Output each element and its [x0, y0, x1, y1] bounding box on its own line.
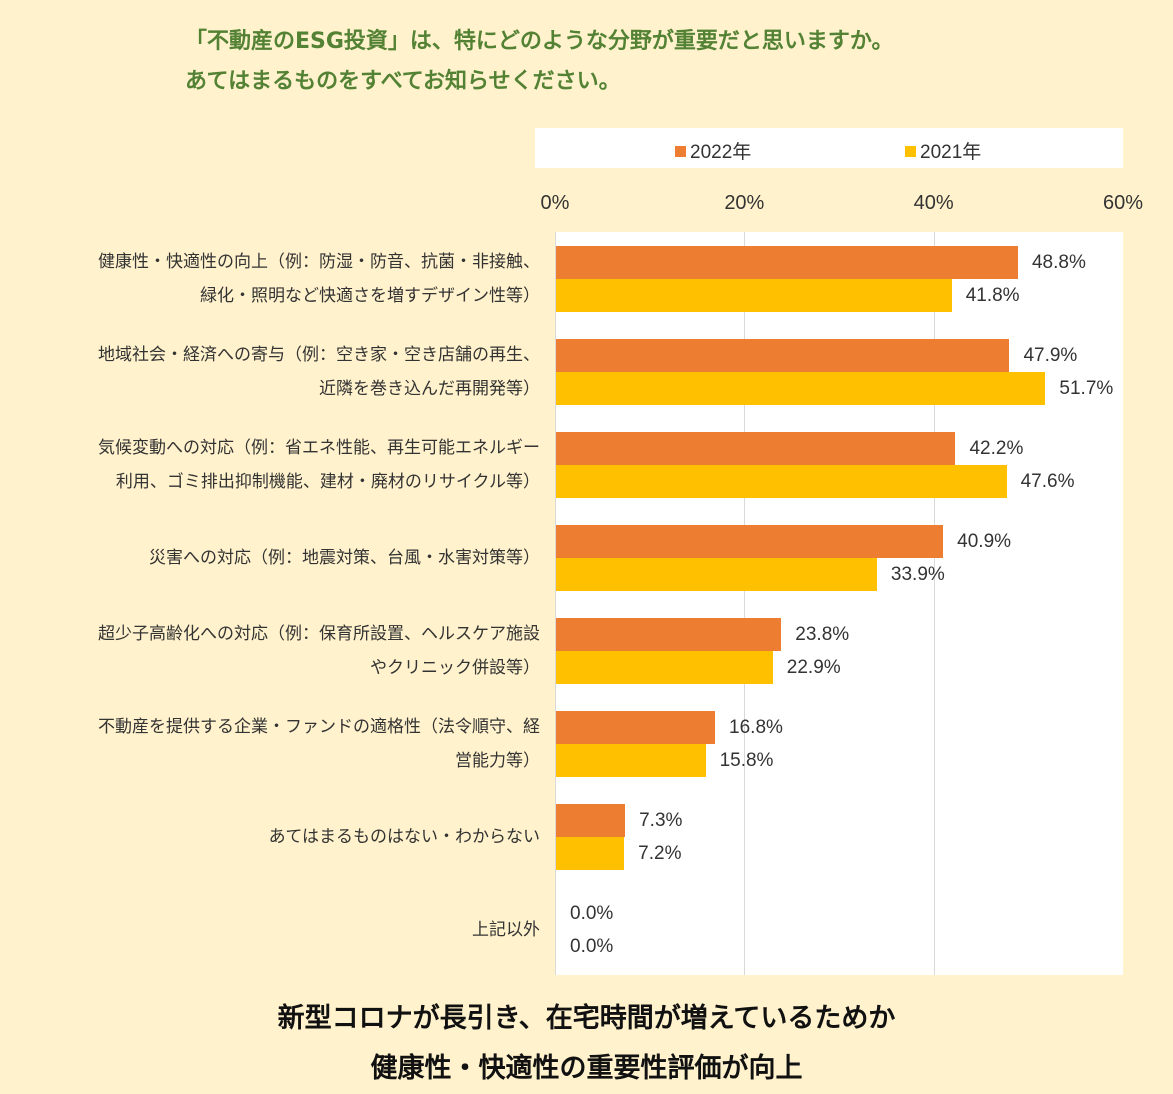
- bar-2021: [556, 372, 1046, 405]
- bar-2021: [556, 744, 706, 777]
- bar-2021: [556, 279, 952, 312]
- category-label: 地域社会・経済への寄与（例：空き家・空き店舗の再生、近隣を巻き込んだ再開発等）: [0, 338, 540, 406]
- category-label-line: 健康性・快適性の向上（例：防湿・防音、抗菌・非接触、: [98, 252, 540, 272]
- category-label-line: あてはまるものはない・わからない: [268, 827, 540, 847]
- category-label: 災害への対応（例：地震対策、台風・水害対策等）: [0, 541, 540, 575]
- x-tick-label: 40%: [913, 192, 954, 214]
- data-label: 15.8%: [719, 750, 774, 771]
- bar-2022: [556, 339, 1010, 372]
- data-label: 7.3%: [639, 810, 683, 831]
- conclusion-line-2: 健康性・快適性の重要性評価が向上: [370, 1053, 803, 1084]
- x-tick-label: 60%: [1102, 192, 1144, 214]
- bar-2022: [556, 432, 956, 465]
- data-label: 0.0%: [570, 936, 614, 957]
- data-label: 0.0%: [570, 903, 614, 924]
- question-line-2: あてはまるものをすべてお知らせください。: [185, 69, 621, 94]
- y-axis-line: [555, 232, 556, 975]
- data-label: 41.8%: [965, 285, 1020, 306]
- category-label-line: 超少子高齢化への対応（例：保育所設置、ヘルスケア施設: [98, 624, 540, 644]
- category-label-line: 不動産を提供する企業・ファンドの適格性（法令順守、経: [98, 717, 540, 737]
- data-label: 7.2%: [638, 843, 682, 864]
- category-label-line: 緑化・照明など快適さを増すデザイン性等）: [200, 286, 540, 306]
- question-line-1: 「不動産のESG投資」は、特にどのような分野が重要だと思いますか。: [185, 29, 894, 54]
- bar-2022: [556, 618, 782, 651]
- category-label-line: 利用、ゴミ排出抑制機能、建材・廃材のリサイクル等）: [115, 472, 540, 492]
- category-label-line: 営能力等）: [455, 751, 540, 771]
- legend-label-2021: 2021年: [920, 142, 982, 163]
- category-label: 不動産を提供する企業・ファンドの適格性（法令順守、経営能力等）: [0, 710, 540, 778]
- category-label-line: 災害への対応（例：地震対策、台風・水害対策等）: [149, 548, 540, 568]
- bar-2021: [556, 465, 1007, 498]
- plot-area: 48.8% 41.8% 47.9% 51.7% 42.2% 47.6% 40.9% 33.9%…: [555, 232, 1123, 975]
- data-label: 47.6%: [1020, 471, 1075, 492]
- data-label: 48.8%: [1031, 252, 1086, 273]
- legend-item-2021: 2021年: [905, 137, 981, 164]
- data-label: 22.9%: [786, 657, 841, 678]
- category-label: あてはまるものはない・わからない: [0, 820, 540, 854]
- category-label-line: 地域社会・経済への寄与（例：空き家・空き店舗の再生、: [98, 345, 540, 365]
- category-label: 上記以外: [0, 913, 540, 947]
- category-label: 健康性・快適性の向上（例：防湿・防音、抗菌・非接触、緑化・照明など快適さを増すデ…: [0, 245, 540, 313]
- data-label: 51.7%: [1059, 378, 1114, 399]
- conclusion-text: 新型コロナが長引き、在宅時間が増えているためか 健康性・快適性の重要性評価が向上: [0, 994, 1173, 1094]
- data-label: 40.9%: [957, 531, 1012, 552]
- chart-legend: 2022年 2021年: [535, 128, 1123, 168]
- bar-2021: [556, 651, 773, 684]
- bar-2022: [556, 525, 944, 558]
- category-label: 超少子高齢化への対応（例：保育所設置、ヘルスケア施設やクリニック併設等）: [0, 617, 540, 685]
- bar-2022: [556, 246, 1018, 279]
- category-label-line: 近隣を巻き込んだ再開発等）: [319, 379, 540, 399]
- x-tick-label: 0%: [540, 192, 570, 214]
- bar-2021: [556, 837, 625, 870]
- category-label: 気候変動への対応（例：省エネ性能、再生可能エネルギー利用、ゴミ排出抑制機能、建材…: [0, 431, 540, 499]
- data-label: 42.2%: [969, 438, 1024, 459]
- question-text: 「不動産のESG投資」は、特にどのような分野が重要だと思いますか。 あてはまるも…: [185, 22, 1065, 102]
- data-label: 47.9%: [1023, 345, 1078, 366]
- legend-label-2022: 2022年: [690, 142, 752, 163]
- bar-2022: [556, 804, 626, 837]
- bar-2022: [556, 711, 716, 744]
- legend-item-2022: 2022年: [675, 137, 751, 164]
- legend-swatch-2022: [675, 146, 686, 157]
- conclusion-line-1: 新型コロナが長引き、在宅時間が増えているためか: [277, 1003, 896, 1034]
- x-tick-label: 20%: [724, 192, 765, 214]
- category-label-line: 気候変動への対応（例：省エネ性能、再生可能エネルギー: [98, 438, 540, 458]
- gridline: [744, 232, 745, 975]
- legend-swatch-2021: [905, 146, 916, 157]
- category-label-line: 上記以外: [472, 920, 540, 940]
- data-label: 23.8%: [795, 624, 850, 645]
- category-label-line: やクリニック併設等）: [370, 658, 540, 678]
- data-label: 33.9%: [890, 564, 945, 585]
- data-label: 16.8%: [729, 717, 783, 738]
- bar-2021: [556, 558, 877, 591]
- gridline: [934, 232, 935, 975]
